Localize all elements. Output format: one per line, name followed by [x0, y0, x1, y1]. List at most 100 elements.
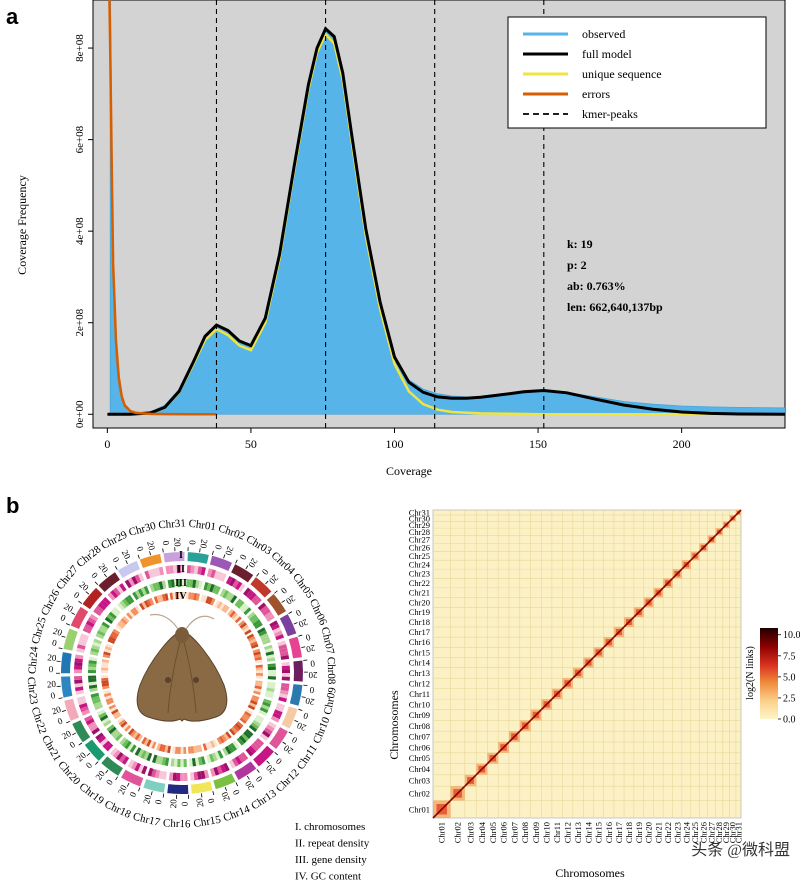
gene-density-cell [230, 595, 238, 604]
gc-content-cell [174, 746, 179, 754]
gc-content-cell [111, 708, 119, 715]
repeat-density-cell [183, 772, 188, 781]
chromosome-band [167, 784, 189, 794]
moth-wings [136, 630, 228, 722]
gc-content-cell [254, 656, 262, 661]
gc-content-cell [200, 594, 205, 603]
repeat-density-cell [102, 596, 111, 606]
gene-density-cell [89, 651, 99, 656]
gc-content-cell [105, 697, 114, 703]
gene-density-cell [143, 751, 150, 761]
repeat-density-cell [147, 569, 154, 579]
legend-label: unique sequence [582, 67, 662, 81]
x-category-label: Chr01 [437, 822, 447, 843]
chr-tick [294, 719, 299, 723]
repeat-density-cell [144, 570, 151, 580]
y-category-label: Chr10 [409, 699, 430, 709]
gc-content-cell [101, 680, 109, 684]
y-category-label: Chr08 [409, 721, 430, 731]
gene-density-cell [93, 638, 102, 645]
gc-content-cell [101, 677, 109, 682]
chromosome-label: Chr22 [29, 706, 49, 736]
gene-density-cell [261, 636, 270, 643]
chromosome-label: Chr02 [217, 522, 247, 542]
gene-density-cell [126, 742, 135, 752]
colorbar-tick-label: 5.0 [783, 672, 796, 683]
chromosome-band [281, 706, 298, 729]
repeat-density-cell [280, 686, 290, 692]
chr-tick [298, 708, 303, 711]
gc-content-cell [207, 741, 213, 750]
chr-tick-label: 20 [51, 704, 63, 716]
gc-content-cell [106, 699, 115, 706]
gene-density-cell [110, 609, 119, 617]
chr-tick [288, 611, 293, 614]
repeat-density-cell [193, 771, 199, 781]
track-legend-item: I. chromosomes [295, 821, 365, 833]
diagonal-segment [735, 509, 742, 516]
chromosome-band [250, 577, 272, 598]
gc-content-cell [248, 638, 257, 644]
gc-content-cell [255, 667, 263, 671]
diagonal-segment [603, 636, 615, 648]
gc-content-cell [247, 636, 256, 642]
repeat-density-cell [84, 623, 94, 631]
chromosome-label: Chr13 [249, 787, 279, 812]
chromosome-band [121, 769, 144, 787]
gene-density-cell [248, 724, 258, 733]
chromosome-label: Chr09 [322, 686, 339, 716]
gc-content-cell [250, 697, 259, 703]
chr-tick-label: 0 [161, 540, 172, 546]
gc-content-cell [136, 734, 143, 742]
gene-density-cell [110, 728, 119, 737]
chromosome-band [253, 745, 274, 767]
diagonal-segment [432, 799, 452, 819]
chr-tick-label: 20 [295, 720, 308, 733]
gene-density-cell [198, 580, 203, 590]
x-category-label: Chr17 [614, 822, 624, 843]
repeat-density-cell [105, 743, 114, 752]
gene-density-cell [247, 611, 256, 620]
gc-content-cell [188, 592, 192, 600]
gene-density-cell [192, 579, 197, 589]
gc-content-cell [134, 732, 141, 741]
gc-content-cell [244, 711, 252, 718]
chr-tick-label: 0 [237, 553, 248, 562]
repeat-density-cell [77, 699, 87, 706]
repeat-density-cell [74, 665, 83, 670]
repeat-density-cell [196, 771, 202, 780]
gene-density-cell [122, 598, 130, 607]
x-category-label: Chr14 [583, 821, 593, 843]
chr-tick-label: 0 [302, 710, 310, 721]
gc-content-cell [103, 651, 111, 656]
chr-tick-label: 0 [294, 607, 303, 618]
repeat-density-cell [231, 757, 239, 767]
gene-density-cell [177, 579, 181, 588]
gc-content-cell [104, 695, 113, 700]
gc-content-cell [104, 645, 113, 651]
gc-content-cell [101, 659, 110, 663]
repeat-density-cell [109, 747, 118, 756]
moth-spot [193, 677, 199, 683]
repeat-density-cell [110, 589, 119, 599]
repeat-density-cell [235, 581, 243, 591]
gene-density-cell [214, 586, 221, 595]
chromosome-band [63, 628, 78, 651]
y-category-label: Chr23 [409, 569, 430, 579]
repeat-density-cell [213, 570, 220, 580]
gene-density-cell [127, 594, 135, 604]
gc-content-cell [128, 610, 135, 618]
gene-density-cell [119, 737, 127, 746]
chromosome-label: Chr27 [54, 563, 81, 592]
repeat-density-cell [272, 712, 282, 720]
gc-content-cell [255, 675, 263, 679]
gc-content-cell [212, 739, 218, 747]
chromosome-label: Chr17 [132, 811, 162, 829]
gene-density-cell [88, 663, 97, 668]
x-category-label: Chr27 [707, 822, 717, 843]
gc-content-cell [101, 664, 109, 668]
gc-content-cell [253, 651, 261, 656]
repeat-density-cell [97, 735, 107, 744]
chr-tick [162, 548, 164, 553]
chr-tick-label: 20 [223, 545, 236, 557]
